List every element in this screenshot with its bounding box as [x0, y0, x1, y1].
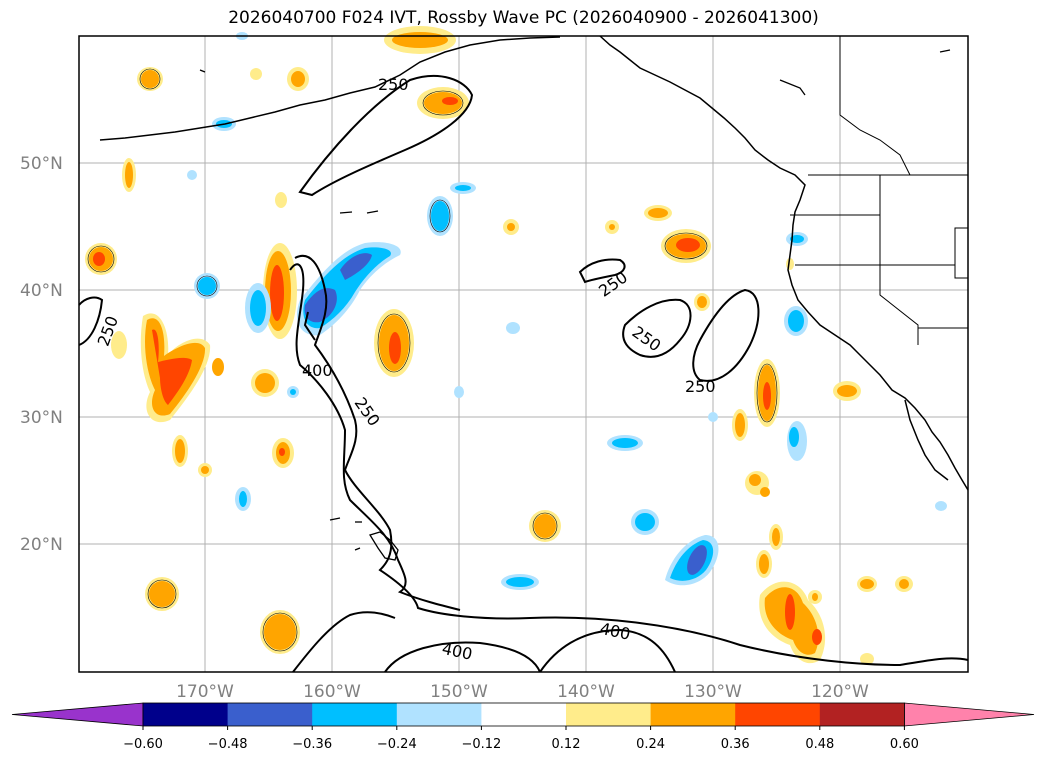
lon-label: 170°W — [176, 682, 234, 702]
lon-label: 150°W — [430, 682, 488, 702]
colorbar-tick-label: −0.60 — [123, 737, 163, 752]
colorbar-outline — [142, 702, 905, 727]
positive-anomalies — [85, 26, 913, 665]
colorbar-tick-label: −0.24 — [377, 737, 417, 752]
colorbar-tick-label: 0.36 — [721, 737, 750, 752]
colorbar-tick-label: −0.12 — [461, 737, 501, 752]
longitude-labels: 170°W 160°W 150°W 140°W 130°W 120°W — [176, 682, 869, 702]
colorbar-segment — [566, 703, 652, 726]
latitude-labels: 50°N 40°N 30°N 20°N — [20, 154, 63, 555]
contour-label: 250 — [378, 75, 409, 94]
colorbar-segment — [650, 703, 736, 726]
lat-label: 20°N — [20, 535, 63, 555]
colorbar-tick-label: 0.48 — [805, 737, 834, 752]
colorbar-tick-label: 0.24 — [636, 737, 665, 752]
map-frame — [78, 35, 969, 673]
state-borders — [790, 36, 968, 345]
contour-labels: 250 250 250 250 250 250 400 400 400 — [94, 75, 716, 664]
colorbar-segment — [481, 703, 567, 726]
lat-label: 30°N — [20, 408, 63, 428]
islands — [199, 49, 951, 561]
colorbar-extend-low — [11, 702, 144, 727]
colorbar-extend-high — [904, 702, 1035, 727]
ivt-contours — [78, 75, 969, 673]
contour-label: 400 — [302, 361, 333, 380]
lat-label: 40°N — [20, 281, 63, 301]
lon-label: 140°W — [557, 682, 615, 702]
lon-label: 120°W — [811, 682, 869, 702]
lon-label: 160°W — [303, 682, 361, 702]
map-area — [79, 36, 968, 672]
colorbar-segment — [396, 703, 482, 726]
coastlines — [99, 35, 969, 491]
colorbar-tick-label: 0.60 — [890, 737, 919, 752]
colorbar-segment — [227, 703, 313, 726]
colorbar — [11, 702, 1035, 727]
colorbar-tick-label: 0.12 — [552, 737, 581, 752]
colorbar-tick-label: −0.48 — [208, 737, 248, 752]
colorbar-segment — [312, 703, 398, 726]
contour-label: 250 — [685, 377, 716, 396]
colorbar-segment — [819, 703, 905, 726]
lon-label: 130°W — [684, 682, 742, 702]
colorbar-ticks: −0.60 −0.48 −0.36 −0.24 −0.12 0.12 0.24 0.36 0.4… — [123, 726, 919, 752]
colorbar-tick-label: −0.36 — [292, 737, 332, 752]
lat-label: 50°N — [20, 154, 63, 174]
shade-outlines — [87, 68, 778, 652]
colorbar-segment — [143, 703, 229, 726]
map-title: 2026040700 F024 IVT, Rossby Wave PC (202… — [228, 8, 819, 28]
colorbar-segment — [735, 703, 821, 726]
